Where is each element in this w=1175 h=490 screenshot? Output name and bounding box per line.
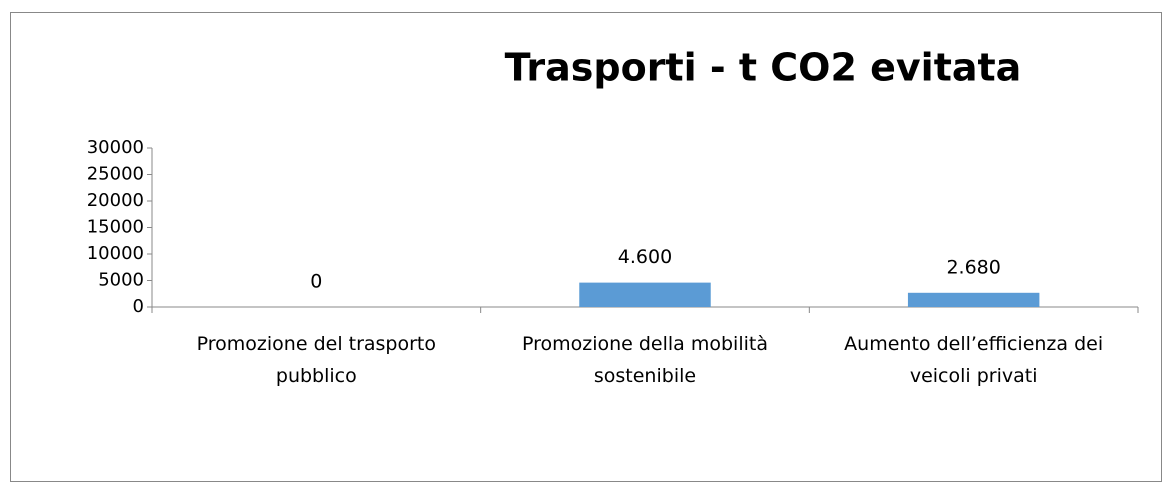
y-tick-label: 0	[133, 296, 144, 317]
bar	[579, 282, 711, 307]
y-tick-label: 25000	[87, 164, 144, 185]
y-tick-label: 15000	[87, 217, 144, 238]
bar	[907, 292, 1040, 307]
data-label: 2.680	[946, 256, 1000, 278]
data-label: 0	[310, 271, 322, 293]
chart-frame	[10, 12, 1162, 482]
y-tick-label: 10000	[87, 243, 144, 264]
x-tick-label: Aumento dell’efficienza dei veicoli priv…	[844, 333, 1104, 387]
data-label: 4.600	[618, 246, 672, 268]
x-tick-label: Promozione della mobilità sostenibile	[521, 333, 768, 387]
y-tick-label: 30000	[87, 137, 144, 158]
chart-title: Trasporti - t CO2 evitata	[505, 46, 1022, 90]
y-tick-label: 20000	[87, 190, 144, 211]
x-tick-label: Promozione del trasporto pubblico	[196, 333, 437, 387]
y-tick-label: 5000	[98, 270, 144, 291]
